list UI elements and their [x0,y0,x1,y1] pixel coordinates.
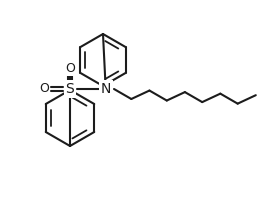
Text: O: O [39,82,49,95]
Text: O: O [65,62,75,75]
Text: N: N [101,82,111,96]
Text: S: S [66,82,74,96]
